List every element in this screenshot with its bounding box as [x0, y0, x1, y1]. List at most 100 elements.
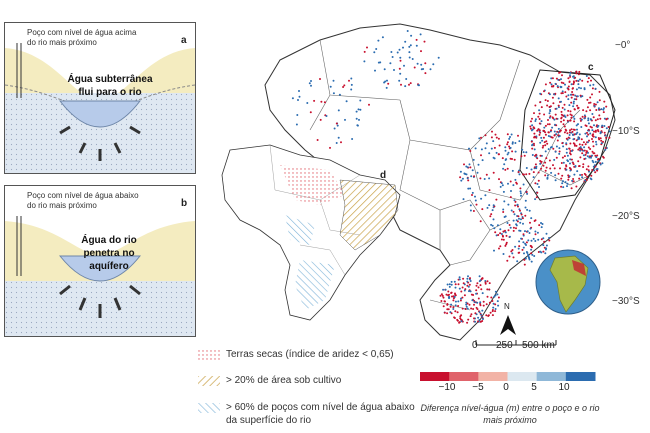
- well-point: [465, 305, 468, 308]
- well-point: [575, 124, 578, 127]
- well-point: [488, 204, 491, 207]
- well-point: [534, 163, 537, 166]
- well-point: [537, 115, 540, 118]
- well-point: [577, 106, 580, 109]
- well-point: [598, 99, 601, 102]
- well-point: [594, 87, 597, 90]
- well-point: [335, 142, 338, 144]
- well-point: [542, 244, 545, 247]
- well-point: [564, 83, 566, 86]
- well-point: [530, 120, 532, 123]
- well-point: [381, 36, 384, 39]
- well-point: [415, 38, 418, 41]
- well-point: [567, 178, 570, 181]
- well-point: [588, 139, 590, 142]
- well-point: [295, 123, 298, 126]
- well-point: [589, 155, 591, 158]
- well-point: [523, 263, 526, 266]
- well-point: [576, 170, 579, 173]
- well-point: [593, 169, 596, 172]
- well-point: [593, 105, 596, 108]
- well-point: [576, 104, 579, 107]
- well-point: [393, 69, 395, 71]
- well-point: [377, 61, 380, 64]
- well-point: [517, 134, 519, 137]
- lat-label-0: −0°: [615, 40, 631, 51]
- well-point: [497, 304, 500, 307]
- well-point: [466, 307, 469, 310]
- well-point: [584, 115, 587, 118]
- well-point: [492, 140, 495, 143]
- well-point: [481, 292, 484, 295]
- well-point: [544, 133, 547, 136]
- well-point: [537, 179, 540, 182]
- well-point: [579, 78, 581, 81]
- well-point: [443, 300, 446, 303]
- well-point: [591, 129, 594, 132]
- well-point: [502, 238, 505, 241]
- well-point: [569, 110, 572, 113]
- well-point: [485, 142, 488, 145]
- well-point: [452, 306, 455, 309]
- well-point: [591, 93, 593, 96]
- well-point: [532, 237, 535, 240]
- well-point: [506, 167, 509, 170]
- well-point: [581, 173, 583, 176]
- well-point: [546, 142, 549, 145]
- well-point: [521, 217, 524, 220]
- well-point: [420, 50, 422, 53]
- well-point: [417, 84, 420, 87]
- well-point: [569, 162, 571, 165]
- well-point: [561, 180, 564, 183]
- well-point: [594, 160, 597, 163]
- well-point: [398, 67, 401, 70]
- well-point: [512, 226, 515, 229]
- well-point: [484, 194, 487, 197]
- well-point: [561, 182, 564, 185]
- well-point: [492, 306, 495, 309]
- well-point: [567, 98, 570, 101]
- well-point: [469, 150, 472, 152]
- well-point: [462, 282, 465, 285]
- well-point: [547, 135, 550, 137]
- well-point: [460, 290, 463, 293]
- well-point: [580, 118, 583, 121]
- well-point: [586, 141, 589, 144]
- well-point: [368, 103, 370, 106]
- well-point: [560, 78, 562, 81]
- well-point: [474, 320, 477, 323]
- legend-wells-below: > 60% de poços com nível de água abaixo …: [226, 402, 415, 426]
- well-point: [313, 99, 316, 102]
- well-point: [477, 163, 480, 166]
- well-point: [539, 154, 542, 157]
- well-point: [548, 105, 551, 108]
- well-point: [492, 218, 495, 221]
- well-point: [508, 137, 511, 140]
- well-point: [480, 148, 483, 151]
- well-point: [475, 292, 478, 295]
- well-point: [572, 128, 575, 131]
- well-point: [512, 229, 515, 232]
- well-point: [589, 132, 592, 135]
- well-point: [413, 66, 416, 69]
- well-point: [464, 308, 467, 310]
- well-point: [591, 150, 594, 153]
- well-point: [501, 184, 504, 187]
- well-point: [476, 301, 479, 304]
- well-point: [457, 283, 460, 286]
- well-point: [555, 77, 558, 80]
- well-point: [495, 136, 498, 139]
- well-point: [551, 96, 554, 99]
- well-point: [607, 126, 610, 128]
- well-point: [569, 169, 572, 172]
- well-point: [359, 108, 362, 111]
- well-point: [566, 114, 569, 117]
- well-point: [506, 259, 509, 262]
- well-point: [573, 108, 576, 111]
- well-point: [482, 318, 484, 320]
- well-point: [593, 124, 595, 127]
- well-point: [472, 308, 475, 310]
- well-point: [467, 275, 469, 278]
- well-point: [566, 182, 569, 185]
- well-point: [478, 275, 481, 278]
